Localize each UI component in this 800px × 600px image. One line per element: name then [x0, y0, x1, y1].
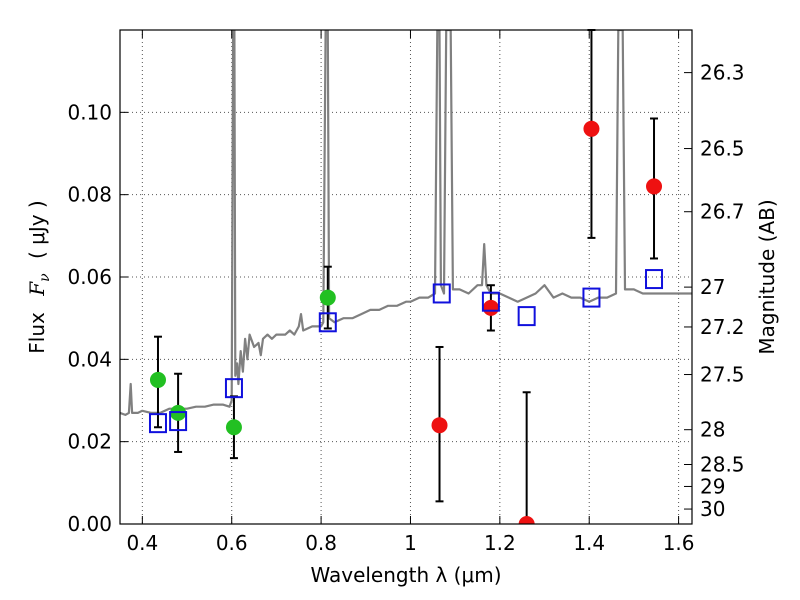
x-tick-label: 0.4 — [126, 531, 158, 555]
mag-tick-label: 26.7 — [700, 200, 745, 224]
y-tick-label: 0.04 — [67, 347, 112, 371]
mag-tick-label: 28 — [700, 418, 725, 442]
x-tick-label: 1 — [404, 531, 417, 555]
mag-tick-label: 30 — [700, 497, 725, 521]
y-tick-label: 0.08 — [67, 183, 112, 207]
y-tick-label: 0.00 — [67, 512, 112, 536]
model-square — [318, 312, 337, 333]
x-tick-label: 0.8 — [305, 531, 337, 555]
x-tick-label: 1.2 — [484, 531, 516, 555]
y-tick-label: 0.10 — [67, 100, 112, 124]
red-point — [482, 299, 499, 316]
ticks: 0.4 0.6 0.8 1 1.2 1.4 1.6 0.00 0.02 0.04 0.06 0.08 0… — [67, 30, 745, 555]
mag-tick-label: 27.2 — [700, 315, 745, 339]
model-square — [517, 306, 536, 327]
green-point — [149, 371, 166, 388]
y-tick-label: 0.06 — [67, 265, 112, 289]
y-axis-label-symbol: F — [25, 281, 49, 297]
mag-tick-label: 29 — [700, 474, 725, 498]
model-square — [224, 378, 243, 399]
y-axis-label-subscript: ν — [37, 273, 53, 282]
x-tick-label: 1.4 — [573, 531, 605, 555]
mag-tick-label: 27.5 — [700, 363, 745, 387]
mag-tick-label: 28.5 — [700, 452, 745, 476]
markers — [148, 120, 664, 524]
red-point — [518, 516, 535, 524]
right-axis-label: Magnitude (AB) — [755, 199, 779, 354]
mag-tick-label: 27 — [700, 275, 725, 299]
green-point — [225, 419, 242, 436]
mag-tick-label: 26.3 — [700, 61, 745, 85]
y-axis-label-prefix: Flux — [25, 312, 49, 354]
plot-area — [120, 30, 692, 416]
model-square — [645, 269, 664, 290]
green-point — [319, 289, 336, 306]
y-axis-label-unit: ( μJy ) — [25, 200, 49, 259]
mag-tick-label: 26.5 — [700, 137, 745, 161]
x-tick-label: 1.6 — [663, 531, 695, 555]
model-square — [481, 291, 500, 312]
x-axis-label: Wavelength λ (μm) — [310, 563, 501, 587]
model-square — [169, 411, 188, 432]
red-point — [646, 178, 663, 195]
red-point — [583, 120, 600, 137]
x-tick-label: 0.6 — [216, 531, 248, 555]
model-square — [582, 287, 601, 308]
model-square — [432, 283, 451, 304]
y-axis-label: Flux Fν ( μJy ) — [25, 200, 54, 353]
spectrum-line — [120, 30, 692, 416]
model-square — [148, 413, 167, 434]
red-point — [431, 417, 448, 434]
y-tick-label: 0.02 — [67, 430, 112, 454]
